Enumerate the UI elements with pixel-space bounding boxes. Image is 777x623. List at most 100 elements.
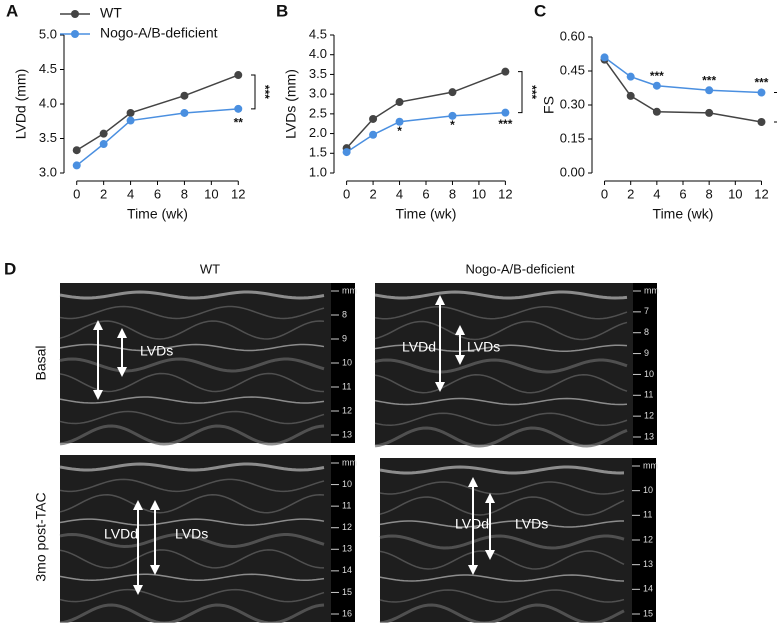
bracket xyxy=(251,74,256,110)
echo-band xyxy=(59,588,325,603)
data-point xyxy=(126,116,135,125)
data-point xyxy=(72,161,81,170)
echo-texture xyxy=(379,465,625,623)
series-line xyxy=(76,108,239,166)
data-point xyxy=(72,146,81,155)
scale-label: mm xyxy=(644,285,659,295)
echo-band xyxy=(379,574,625,582)
x-axis-title: Time (wk) xyxy=(653,206,714,222)
y-tick-label: 4.5 xyxy=(39,61,57,76)
echo-band xyxy=(59,357,325,373)
echo-band xyxy=(379,589,625,603)
significance: *** xyxy=(754,76,768,90)
row-label: Basal xyxy=(33,345,49,380)
x-tick-label: 8 xyxy=(706,186,713,201)
y-tick-label: 3.5 xyxy=(309,66,327,81)
image-label: LVDd xyxy=(402,339,436,355)
echo-band xyxy=(374,397,628,406)
row-label: 3mo post-TAC xyxy=(33,492,49,581)
scale-label: 12 xyxy=(342,522,352,532)
data-point xyxy=(448,111,457,120)
significance: ** xyxy=(234,115,244,129)
x-tick-label: 10 xyxy=(204,186,218,201)
data-point xyxy=(626,91,635,100)
y-axis-title: LVDs (mm) xyxy=(283,69,299,139)
panel-label: A xyxy=(6,1,18,20)
echo-band xyxy=(379,481,625,495)
scale-label: 12 xyxy=(644,411,654,421)
echo-band xyxy=(59,305,325,320)
y-axis-title: FS xyxy=(541,96,557,114)
data-point xyxy=(757,88,766,97)
y-tick-label: 4.0 xyxy=(39,95,57,110)
x-tick-label: 4 xyxy=(396,186,403,201)
scale-label: 16 xyxy=(342,608,352,618)
y-tick-label: 0.15 xyxy=(560,130,585,145)
scale-label: 13 xyxy=(643,559,653,569)
echo-band xyxy=(374,358,628,374)
data-point xyxy=(126,108,135,117)
image-label: LVDs xyxy=(467,339,500,355)
y-tick-label: 2.5 xyxy=(309,105,327,120)
x-tick-label: 4 xyxy=(127,186,134,201)
scale-label: 11 xyxy=(342,381,351,391)
column-label: WT xyxy=(200,261,220,276)
image-label: LVDs xyxy=(175,526,208,542)
x-tick-label: 6 xyxy=(422,186,429,201)
scale-label: 15 xyxy=(643,608,653,618)
y-tick-label: 3.0 xyxy=(309,86,327,101)
x-tick-label: 6 xyxy=(679,186,686,201)
x-tick-label: 8 xyxy=(181,186,188,201)
echo-band xyxy=(379,496,625,516)
bracket-label: *** xyxy=(525,85,539,99)
data-point xyxy=(652,81,661,90)
y-tick-label: 3.0 xyxy=(39,164,57,179)
data-point xyxy=(180,91,189,100)
echo-band xyxy=(59,343,325,352)
bracket xyxy=(518,71,523,114)
y-tick-label: 0.45 xyxy=(560,62,585,77)
echo-texture xyxy=(59,462,325,623)
echo-band xyxy=(59,518,325,526)
y-axis-title: LVDd (mm) xyxy=(13,69,29,140)
echo-band xyxy=(374,374,628,394)
x-tick-label: 12 xyxy=(231,186,245,201)
echo-band xyxy=(374,412,628,427)
echo-band xyxy=(374,344,628,352)
data-point xyxy=(342,148,351,157)
data-point xyxy=(395,117,404,126)
scale-label: 12 xyxy=(342,405,352,415)
x-tick-label: 2 xyxy=(627,186,634,201)
data-point xyxy=(448,88,457,97)
y-tick-label: 2.0 xyxy=(309,125,327,140)
x-tick-label: 2 xyxy=(369,186,376,201)
y-tick-label: 3.5 xyxy=(39,130,57,145)
data-point xyxy=(99,140,108,149)
scale-label: 9 xyxy=(644,348,649,358)
echo-band xyxy=(379,603,625,623)
data-point xyxy=(234,104,243,113)
echo-band xyxy=(59,396,325,404)
scale-label: 10 xyxy=(643,485,653,495)
legend-label: WT xyxy=(100,5,122,21)
scale-strip xyxy=(331,455,355,622)
echo-band xyxy=(374,306,628,320)
scale-label: 9 xyxy=(342,333,347,343)
x-tick-label: 12 xyxy=(498,186,512,201)
x-tick-label: 4 xyxy=(653,186,660,201)
scale-label: 14 xyxy=(643,584,653,594)
y-tick-label: 0.60 xyxy=(560,28,585,43)
x-axis-title: Time (wk) xyxy=(127,206,188,222)
echo-band xyxy=(59,320,325,340)
legend-marker xyxy=(71,10,79,18)
echo-band xyxy=(59,549,325,569)
y-tick-label: 1.5 xyxy=(309,145,327,160)
data-point xyxy=(501,67,510,76)
data-point xyxy=(501,108,510,117)
echo-band xyxy=(59,493,325,514)
echo-band xyxy=(59,573,325,581)
scale-label: 15 xyxy=(342,587,352,597)
significance: *** xyxy=(650,69,664,83)
x-tick-label: 0 xyxy=(601,186,608,201)
